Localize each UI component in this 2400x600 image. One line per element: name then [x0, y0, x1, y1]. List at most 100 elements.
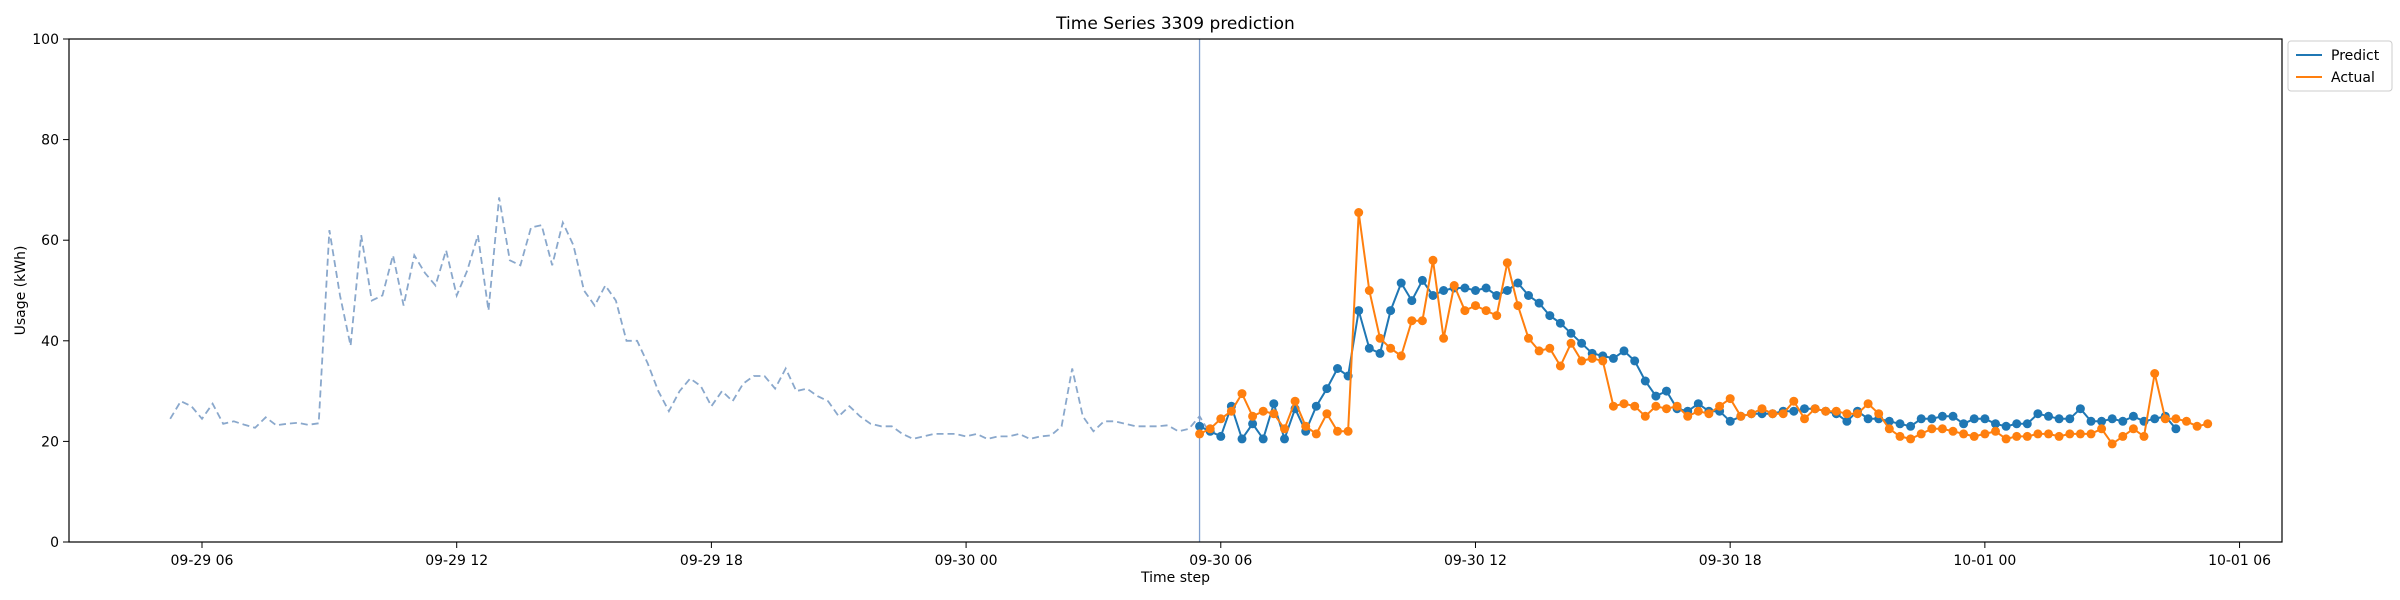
data-point [1980, 414, 1990, 424]
data-point [1927, 424, 1937, 434]
y-tick-label: 100 [32, 32, 59, 48]
data-point [1290, 396, 1300, 406]
data-point [2075, 404, 2085, 414]
data-point [1375, 348, 1385, 358]
data-point [2128, 411, 2138, 421]
data-point [1502, 258, 1512, 268]
history-series [169, 197, 1211, 440]
data-point [2150, 369, 2160, 378]
data-point [1746, 409, 1756, 419]
data-point [1608, 353, 1618, 363]
data-point [1566, 338, 1576, 348]
data-point [1492, 311, 1502, 321]
data-point [2128, 424, 2138, 434]
data-point [1417, 316, 1427, 326]
data-point [1513, 278, 1523, 288]
data-point [1386, 343, 1396, 353]
data-point [1662, 404, 1671, 414]
data-point [1991, 426, 2000, 436]
x-tick-label: 09-30 12 [1444, 553, 1507, 569]
data-point [1948, 426, 1958, 436]
x-axis: 09-29 06 09-29 12 09-29 18 09-30 00 09-30 06… [171, 542, 2271, 569]
data-point [1322, 409, 1332, 419]
data-point [1831, 406, 1841, 416]
data-point [2118, 431, 2128, 441]
data-point [1439, 286, 1449, 295]
data-point [1555, 318, 1565, 328]
data-point [1269, 399, 1279, 409]
data-point [1428, 255, 1438, 265]
data-point [1640, 376, 1650, 386]
data-point [2075, 429, 2085, 439]
data-point [1577, 338, 1587, 348]
data-point [1959, 419, 1969, 429]
x-tick-label: 10-01 00 [1953, 553, 2016, 569]
data-point [2097, 424, 2107, 434]
data-point [1948, 411, 1958, 421]
data-point [1884, 424, 1894, 434]
data-point [1237, 389, 1247, 399]
data-point [1757, 404, 1767, 414]
legend-actual-label: Actual [2331, 70, 2375, 86]
data-point [1471, 286, 1480, 295]
data-point [1715, 401, 1725, 411]
x-axis-title: Time step [1140, 570, 1210, 586]
data-point [2022, 419, 2032, 429]
data-point [1587, 353, 1597, 363]
data-point [1906, 434, 1916, 444]
data-point [1566, 328, 1576, 338]
data-point [1672, 401, 1682, 411]
data-point [1906, 421, 1916, 431]
data-point [1375, 333, 1385, 343]
data-point [1428, 291, 1438, 300]
data-point [1333, 426, 1342, 436]
data-point [1863, 414, 1873, 424]
legend[interactable]: Predict Actual [2287, 40, 2393, 92]
plot-frame [68, 38, 2283, 543]
data-point [2086, 416, 2096, 426]
data-point [1216, 431, 1226, 441]
data-point [1417, 275, 1427, 285]
data-point [1619, 399, 1629, 409]
data-point [1534, 346, 1544, 356]
data-point [1237, 434, 1247, 444]
data-point [1269, 409, 1279, 419]
data-point [1959, 429, 1969, 439]
data-point [2065, 414, 2075, 424]
data-point [1895, 419, 1905, 429]
data-point [1884, 416, 1894, 426]
data-point [1980, 429, 1990, 439]
data-point [1651, 401, 1661, 411]
data-point [1662, 386, 1671, 396]
data-point [2001, 421, 2011, 431]
data-point [1991, 419, 2000, 429]
data-point [1248, 419, 1258, 429]
data-point [1258, 434, 1268, 444]
data-point [1810, 404, 1820, 414]
data-point [2054, 414, 2064, 424]
data-point [1853, 409, 1862, 419]
y-tick-label: 80 [41, 133, 59, 149]
data-point [1407, 316, 1417, 326]
data-point [1386, 306, 1396, 316]
data-point [1789, 396, 1799, 406]
data-point [2044, 411, 2053, 421]
data-point [1258, 406, 1268, 416]
data-point [2203, 419, 2213, 429]
data-point [1524, 333, 1533, 343]
series-actual [1195, 208, 2213, 449]
x-tick-label: 09-30 06 [1189, 553, 1252, 569]
data-point [2033, 409, 2043, 419]
plot-background [69, 39, 2282, 542]
data-point [1333, 364, 1342, 373]
data-point [1789, 406, 1799, 416]
data-point [1683, 411, 1693, 421]
data-point [2012, 431, 2022, 441]
data-point [1725, 416, 1735, 426]
data-point [1513, 301, 1523, 311]
legend-predict-label: Predict [2331, 48, 2380, 64]
data-point [1821, 406, 1831, 416]
data-point [2118, 416, 2128, 426]
data-point [1396, 351, 1406, 361]
